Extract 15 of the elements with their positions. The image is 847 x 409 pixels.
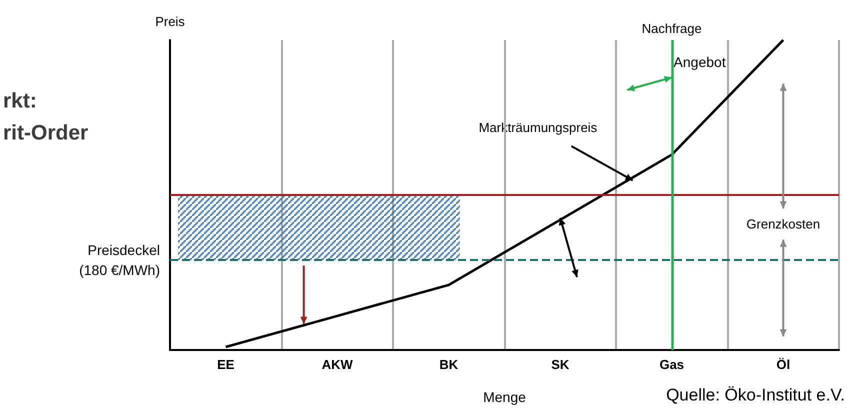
x-axis-title: Menge [483,389,526,405]
annotation: Markträumungspreis [478,120,598,135]
ref-line-label: Preisdeckel (180 €/MWh) [79,242,160,278]
series-label: Angebot [674,54,726,70]
x-tick-label: AKW [322,357,354,372]
source-note: Quelle: Öko-Institut e.V. [666,386,845,404]
x-tick-label: EE [217,357,235,372]
text: rkt: rit-Order [3,90,88,144]
ref-line-label: Nachfrage [642,21,702,36]
x-tick-label: Gas [659,357,684,372]
y-axis-title: Preis [155,14,186,29]
x-tick-label: BK [439,357,459,372]
x-tick-label: SK [551,357,570,372]
x-tick-label: Öl [776,357,790,372]
annotation: Grenzkosten [746,216,820,232]
